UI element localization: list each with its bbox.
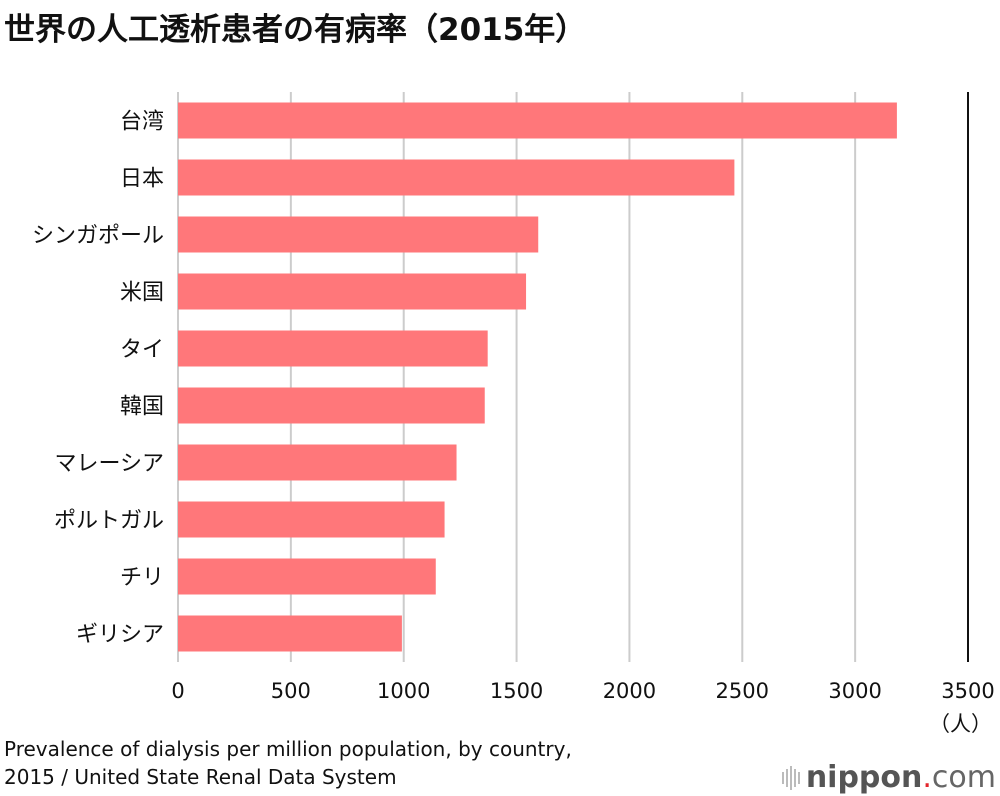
category-label: 米国 <box>120 281 164 306</box>
category-label: タイ <box>120 338 164 363</box>
caption-line-2: 2015 / United State Renal Data System <box>4 765 397 789</box>
bar-5 <box>178 387 485 424</box>
logo-suffix: com <box>931 760 996 795</box>
category-label: マレーシア <box>54 452 164 477</box>
logo-bars-icon <box>781 765 800 790</box>
logo-dot: . <box>922 760 932 795</box>
x-tick-label: 2500 <box>716 679 769 703</box>
bar-0 <box>178 102 897 139</box>
category-label: シンガポール <box>32 224 164 249</box>
unit-label: （人） <box>929 712 992 736</box>
bar-6 <box>178 444 457 481</box>
x-tick-label: 3500 <box>941 679 994 703</box>
bar-4 <box>178 330 488 367</box>
x-tick-label: 3000 <box>828 679 881 703</box>
x-tick-label: 0 <box>171 679 184 703</box>
category-label: ポルトガル <box>54 509 164 534</box>
category-label: ギリシア <box>76 623 164 648</box>
caption-line-1: Prevalence of dialysis per million popul… <box>4 737 572 761</box>
chart-title: 世界の人工透析患者の有病率（2015年） <box>4 12 587 48</box>
bar-9 <box>178 615 402 652</box>
x-tick-label: 500 <box>271 679 311 703</box>
bar-7 <box>178 501 445 538</box>
category-label: 台湾 <box>120 110 164 135</box>
nippon-logo: nippon.com <box>781 760 996 795</box>
x-tick-label: 1000 <box>377 679 430 703</box>
category-label: チリ <box>120 566 164 591</box>
logo-brand: nippon <box>805 760 923 795</box>
bar-1 <box>178 159 735 196</box>
bar-8 <box>178 558 436 595</box>
bar-2 <box>178 216 539 253</box>
x-tick-label: 1500 <box>490 679 543 703</box>
x-tick-label: 2000 <box>603 679 656 703</box>
bar-3 <box>178 273 527 310</box>
category-label: 韓国 <box>120 395 164 420</box>
category-label: 日本 <box>120 167 164 192</box>
